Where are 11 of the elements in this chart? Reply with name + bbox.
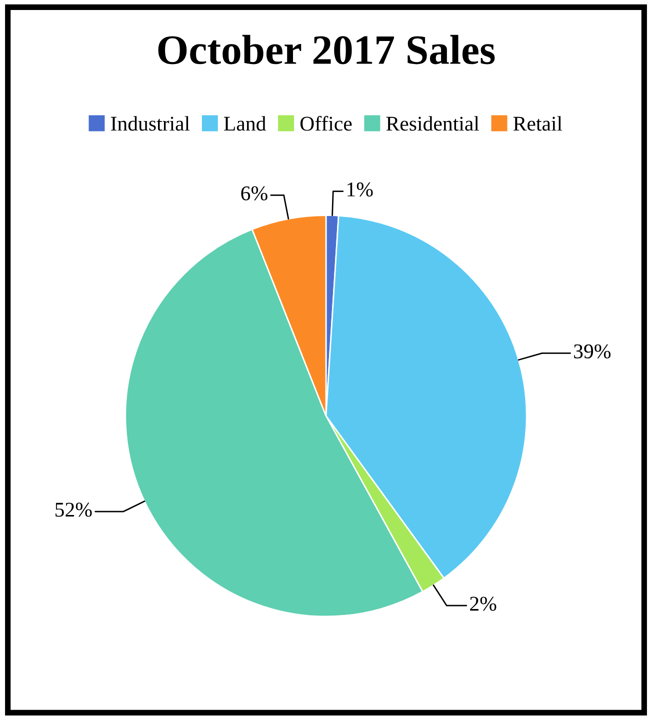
data-label: 52%	[56, 502, 92, 517]
data-label: 6%	[241, 186, 268, 200]
data-label: 1%	[348, 182, 373, 197]
legend-label: Residential	[386, 116, 480, 131]
legend-label: Industrial	[111, 116, 190, 131]
legend-label: Office	[300, 116, 352, 131]
data-label: 39%	[574, 344, 611, 358]
chart-title: October 2017 Sales	[158, 34, 495, 64]
legend-label: Land	[224, 116, 266, 131]
legend-label: Retail	[513, 116, 562, 131]
data-label: 2%	[470, 596, 496, 611]
